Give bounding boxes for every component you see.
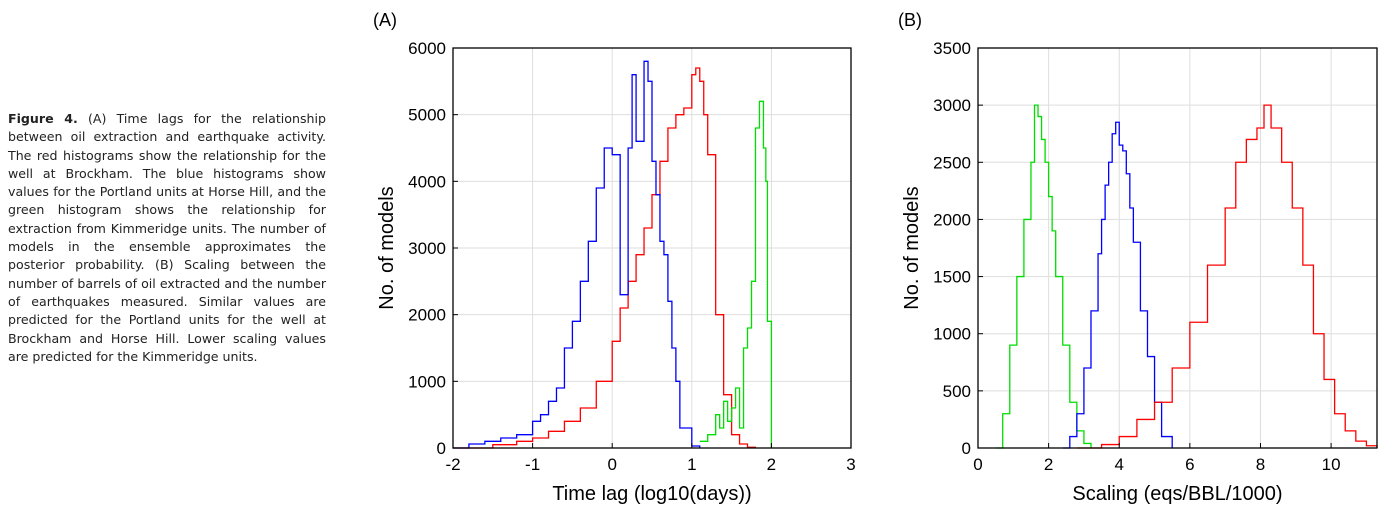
- panel-b-x-tick-label: 2: [1044, 455, 1053, 474]
- caption-label: Figure 4.: [8, 111, 78, 126]
- panel-a-y-tick-label: 3000: [408, 239, 446, 258]
- panel-a-series-green: [699, 100, 773, 448]
- panel-a-label: (A): [373, 10, 397, 30]
- panel-a-y-tick-label: 5000: [408, 106, 446, 125]
- panel-b-series-green: [995, 104, 1092, 449]
- panel-a-y-axis-label: No. of models: [376, 186, 398, 309]
- figure-caption: Figure 4. (A) Time lags for the relation…: [8, 110, 326, 366]
- panel-b-y-tick-label: 0: [962, 439, 971, 458]
- panel-b-y-tick-label: 3000: [933, 96, 971, 115]
- panel-a-series-red: [453, 67, 757, 449]
- panel-b-axes-box: [977, 47, 1378, 449]
- panel-a-x-tick-label: 1: [687, 455, 696, 474]
- panel-a-x-axis-label: Time lag (log10(days)): [552, 483, 751, 505]
- panel-a-y-tick-label: 4000: [408, 172, 446, 191]
- panel-b-y-tick-label: 2000: [933, 210, 971, 229]
- panel-b-x-tick-label: 6: [1185, 455, 1194, 474]
- panel-b-y-tick-label: 1000: [933, 325, 971, 344]
- panel-b-x-tick-label: 4: [1115, 455, 1124, 474]
- caption-text: (A) Time lags for the relationship betwe…: [8, 111, 326, 364]
- panel-a-y-tick-label: 2000: [408, 306, 446, 325]
- panel-a-x-tick-label: -1: [525, 455, 540, 474]
- panel-b-x-tick-label: 0: [973, 455, 982, 474]
- panel-b-series-red: [1076, 104, 1378, 449]
- panel-b-x-tick-label: 10: [1322, 455, 1341, 474]
- panel-b-label: (B): [898, 10, 922, 30]
- panel-b-y-tick-label: 3500: [933, 39, 971, 58]
- panel-a-y-tick-label: 1000: [408, 372, 446, 391]
- panel-a-y-tick-label: 6000: [408, 39, 446, 58]
- panel-a-y-tick-label: 0: [437, 439, 446, 458]
- panel-a-series-blue: [453, 60, 701, 449]
- panel-b-series-blue: [1062, 121, 1173, 449]
- panel-b-x-axis-label: Scaling (eqs/BBL/1000): [1072, 483, 1282, 505]
- panel-b-y-tick-label: 500: [943, 382, 971, 401]
- panel-b-y-axis-label: No. of models: [901, 186, 923, 309]
- panel-a-x-tick-label: 3: [846, 455, 855, 474]
- panel-b-y-tick-label: 2500: [933, 153, 971, 172]
- panel-b-x-tick-label: 8: [1256, 455, 1265, 474]
- panel-b-y-tick-label: 1500: [933, 268, 971, 287]
- panel-a-x-tick-label: -2: [445, 455, 460, 474]
- panel-a-x-tick-label: 0: [607, 455, 616, 474]
- panel-a-x-tick-label: 2: [767, 455, 776, 474]
